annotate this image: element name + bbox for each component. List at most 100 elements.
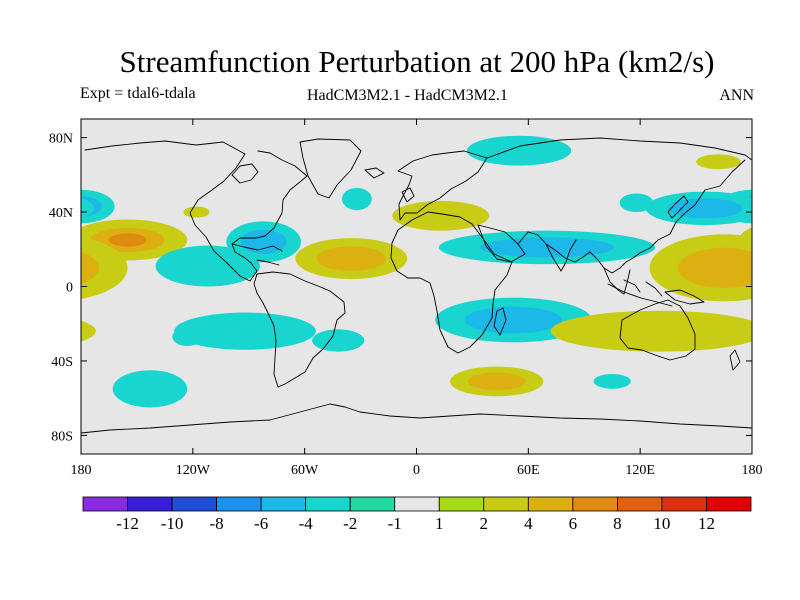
x-tick-label: 120W (176, 463, 211, 478)
india-coast (545, 239, 577, 272)
indonesia-coast (607, 279, 673, 307)
plot-title: Streamfunction Perturbation at 200 hPa (… (119, 44, 715, 79)
colorbar-label: 10 (653, 514, 670, 533)
north-atlantic-negative (341, 187, 372, 211)
south-america-west-negative (174, 312, 316, 350)
model-comparison-label: HadCM3M2.1 - HadCM3M2.1 (307, 87, 508, 104)
colorbar-swatch (483, 496, 529, 512)
x-tick-label: 0 (413, 463, 420, 478)
australia-positive (81, 310, 752, 352)
south-indian-positive-inner (467, 372, 526, 391)
colorbar-swatch (661, 496, 707, 512)
y-tick-label: 80N (49, 132, 73, 147)
gulf-of-mexico-coast (231, 243, 283, 252)
north-pacific-positive-core (780, 233, 800, 246)
colorbar-label: -1 (388, 514, 402, 533)
australia-positive-outer (81, 320, 96, 342)
north-america-small-positive (183, 206, 210, 218)
colorbar-swatch (438, 496, 485, 512)
british-isles-coast (401, 187, 415, 203)
west-pacific-positive-inner (81, 251, 100, 284)
south-america-coast (253, 271, 346, 388)
colorbar-swatch (527, 496, 574, 512)
north-pacific-positive-core (108, 233, 147, 247)
colorbar-swatch (305, 496, 351, 512)
europe-coast (397, 150, 488, 221)
nw-pacific-negative-outer (81, 197, 95, 219)
greenland-negative (466, 135, 572, 166)
season-label: ANN (719, 87, 754, 104)
indochina-coast (603, 267, 631, 295)
north-atlantic-negative-outer (341, 187, 372, 211)
north-america-small-positive-outer (183, 206, 210, 218)
colorbar-swatch (706, 496, 752, 512)
central-america-negative (226, 221, 301, 263)
map-plot-area (81, 119, 752, 454)
map-background (81, 119, 752, 454)
south-pacific-small-negative-outer (172, 327, 203, 347)
siberia-positive (696, 154, 741, 170)
central-asia-small-negative (619, 193, 654, 213)
mediterranean-positive-outer (392, 200, 490, 231)
atlantic-positive (295, 238, 408, 280)
colorbar-label: 2 (480, 514, 489, 533)
tropical-pacific-negative (155, 245, 260, 287)
southern-ocean-negative-outer (112, 370, 188, 408)
north-pacific-positive-inner (762, 228, 800, 253)
colorbar-label: 4 (524, 514, 533, 533)
south-atlantic-negative-outer (312, 329, 365, 352)
y-tick-label: 0 (66, 281, 73, 296)
iceland-coast (364, 167, 385, 179)
greenland-negative-outer (466, 135, 572, 166)
antarctica-coast (81, 403, 752, 434)
cuba-coast (256, 259, 280, 266)
arabia-coast (477, 224, 526, 263)
colorbar-swatch (216, 496, 262, 512)
colorbar-swatch (572, 496, 618, 512)
anomaly-fields (81, 135, 800, 408)
africa-coast (390, 211, 513, 354)
y-tick-label: 40N (49, 206, 73, 221)
colorbar-swatch (394, 496, 440, 512)
colorbar: -12 -10 -8 -6 -4 -2 -1 1 2 4 6 8 10 12 (82, 496, 752, 533)
siberia-positive-outer (696, 154, 741, 170)
coastlines (81, 137, 752, 434)
central-america-negative-inner (240, 229, 287, 255)
australia-positive-outer (550, 310, 752, 352)
colorbar-swatch (127, 496, 173, 512)
x-tick-label: 180 (71, 463, 92, 478)
tropical-pacific-negative-outer (155, 245, 260, 287)
australia-coast (619, 299, 696, 361)
colorbar-label: -4 (299, 514, 314, 533)
colorbar-swatch (260, 496, 307, 512)
new-zealand-coast (729, 349, 741, 371)
west-pacific-positive (81, 234, 752, 302)
colorbar-swatch (171, 496, 217, 512)
hudson-bay-coast (231, 163, 259, 184)
central-asia-small-negative-outer (619, 193, 654, 213)
south-atlantic-negative (312, 329, 365, 352)
colorbar-swatch (349, 496, 396, 512)
southern-ocean-small-negative (593, 373, 631, 389)
colorbar-label: -12 (116, 514, 139, 533)
greenland-coast (299, 138, 362, 199)
north-america-coast (84, 140, 308, 282)
asia-tropical-negative (438, 230, 656, 265)
nw-pacific-negative-inner (668, 198, 743, 219)
colorbar-label: -8 (210, 514, 224, 533)
southern-ocean-small-negative-outer (593, 373, 631, 389)
west-pacific-positive-outer (81, 236, 128, 299)
experiment-label: Expt = tdal6-tdala (80, 85, 196, 102)
x-tick-label: 120E (625, 463, 655, 478)
asia-coast (486, 137, 752, 274)
southern-ocean-negative (112, 370, 188, 408)
south-pacific-small-negative (172, 327, 203, 347)
colorbar-label: 6 (569, 514, 578, 533)
colorbar-label: -2 (343, 514, 357, 533)
asia-tropical-negative-inner (479, 237, 614, 258)
x-tick-label: 60E (517, 463, 540, 478)
colorbar-label: 1 (435, 514, 444, 533)
new-guinea-coast (664, 289, 705, 305)
colorbar-label: -10 (161, 514, 184, 533)
